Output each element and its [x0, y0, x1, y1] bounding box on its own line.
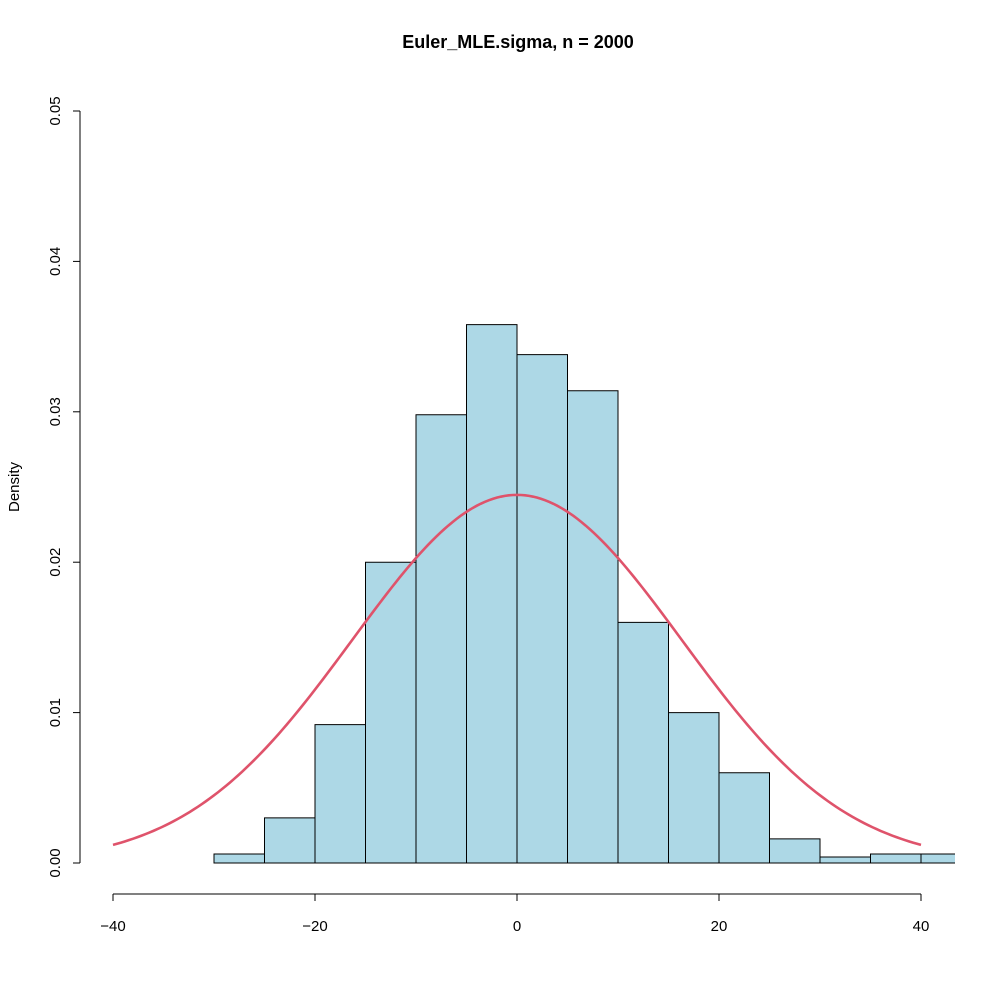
histogram-bar-fill — [820, 856, 871, 863]
histogram-bar — [617, 621, 669, 864]
histogram-bar-fill — [719, 772, 770, 863]
histogram-bar-fill — [214, 853, 265, 863]
histogram-bar-fill — [365, 562, 416, 863]
y-tick-label: 0.05 — [47, 96, 64, 125]
y-tick-label: 0.02 — [47, 548, 64, 577]
y-tick-label: 0.01 — [47, 698, 64, 727]
y-tick-label: 0.00 — [47, 848, 64, 877]
histogram-bar-fill — [567, 390, 618, 863]
histogram-bar — [415, 414, 467, 864]
histogram-bar — [213, 853, 265, 864]
histogram-bar-fill — [264, 817, 315, 863]
y-axis-label: Density — [6, 461, 23, 512]
histogram-bar — [769, 838, 821, 864]
bars-layer — [213, 324, 955, 864]
histogram-bar — [668, 712, 720, 864]
histogram-bar — [819, 856, 871, 864]
histogram-bar-outline — [668, 712, 720, 864]
histogram-bar — [516, 354, 568, 864]
histogram-bar-outline — [920, 853, 955, 864]
histogram-bar-fill — [315, 724, 366, 863]
histogram-bar — [718, 772, 770, 864]
x-tick-label: 20 — [711, 918, 728, 935]
histogram-bar — [314, 724, 366, 864]
histogram-bar — [567, 390, 619, 864]
histogram-bar-outline — [516, 354, 568, 864]
histogram-bar-outline — [567, 390, 619, 864]
y-axis: 0.00 0.01 0.02 0.03 0.04 0.05 — [47, 96, 81, 878]
histogram-bar-fill — [466, 324, 517, 863]
histogram-bar-outline — [466, 324, 518, 864]
y-tick-label: 0.03 — [47, 397, 64, 426]
histogram-bar — [870, 853, 922, 864]
x-tick-label: −40 — [100, 918, 125, 935]
x-tick-label: −20 — [302, 918, 327, 935]
curve-layer — [112, 493, 922, 847]
histogram-bar-outline — [769, 838, 821, 864]
histogram-bar — [365, 561, 417, 864]
y-tick-label: 0.04 — [47, 247, 64, 276]
histogram-bar — [920, 853, 955, 864]
histogram-bar — [466, 324, 518, 864]
density-curve — [112, 493, 922, 847]
histogram-bar-fill — [668, 712, 719, 863]
histogram-bar-fill — [416, 414, 467, 863]
histogram-bar-fill — [921, 853, 955, 863]
x-tick-label: 40 — [913, 918, 930, 935]
histogram-bar — [264, 817, 316, 864]
histogram-bar-fill — [618, 622, 669, 863]
x-tick-label: 0 — [513, 918, 521, 935]
x-axis: −40 −20 0 20 40 — [100, 893, 930, 935]
chart-title: Euler_MLE.sigma, n = 2000 — [402, 32, 634, 52]
histogram-bar-fill — [769, 838, 820, 863]
histogram-bar-outline — [718, 772, 770, 864]
histogram-bar-fill — [870, 853, 921, 863]
histogram-bar-fill — [517, 354, 568, 863]
